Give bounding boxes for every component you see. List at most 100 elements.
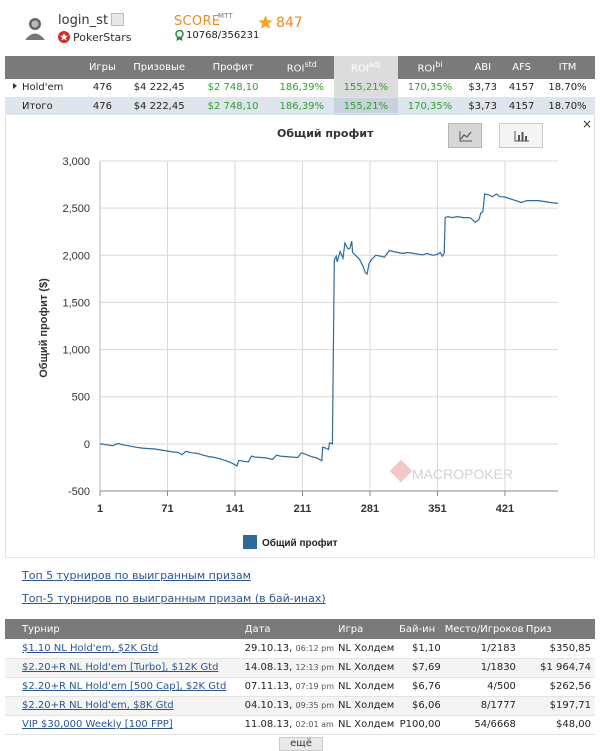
tournament-place: 8/1777 [444,696,526,716]
stats-itm: 18.70% [539,79,595,98]
stats-roi-bi: 170,35% [397,97,463,115]
tournament-buyin: $1,10 [398,639,445,659]
x-tick-label: 351 [428,503,446,515]
tournament-date: 11.08.13, 02:01 am [244,715,339,735]
chart-panel [5,113,595,558]
line-chart-button[interactable] [448,123,482,148]
stats-abi: $3,73 [462,79,504,98]
tournaments-header-row: Турнир Дата Игра Бай-ин Место/Игроков Пр… [5,619,595,639]
tournament-place: 54/6668 [444,715,526,735]
stats-game[interactable]: Hold'em [5,79,83,98]
stats-col-game [5,56,83,79]
stats-col-prizes[interactable]: Призовые [121,56,197,79]
stats-prizes: $4 222,45 [121,79,197,98]
tournament-game: NL Холдем [338,677,399,697]
x-tick-label: 421 [496,503,514,515]
show-more-button[interactable]: ещё [279,737,323,751]
table-row[interactable]: $1.10 NL Hold'em, $2K Gtd 29.10.13, 06:12… [5,639,595,659]
col-tournament[interactable]: Турнир [5,619,245,639]
stats-header-row: Игры Призовые Профит ROIstd ROIadj ROIbi… [5,56,595,79]
stats-roi-bi: 170,35% [397,79,463,98]
bar-chart-icon [514,131,529,142]
col-buyin[interactable]: Бай-ин [398,619,445,639]
y-tick-label: 1,000 [62,345,90,357]
col-prize[interactable]: Приз [525,619,595,639]
tournament-link[interactable]: $1.10 NL Hold'em, $2K Gtd [5,639,245,659]
pokerstars-logo-icon [58,31,70,43]
tournament-date: 07.11.13, 07:19 pm [244,677,339,697]
stats-afs: 4157 [503,79,540,98]
close-icon[interactable]: × [582,117,593,131]
tournament-game: NL Холдем [338,696,399,716]
watermark-logo-icon [389,459,413,483]
tournament-date: 29.10.13, 06:12 pm [244,639,339,659]
tournament-game: NL Холдем [338,715,399,735]
y-tick-label: 1,500 [62,297,90,309]
tournament-link[interactable]: $2.20+R NL Hold'em [Turbo], $12K Gtd [5,658,245,678]
stats-table: Игры Призовые Профит ROIstd ROIadj ROIbi… [5,56,595,115]
tournament-prize: $197,71 [525,696,595,716]
stats-games: 476 [83,97,122,115]
stats-prizes: $4 222,45 [121,97,197,115]
tournament-buyin: $6,06 [398,696,445,716]
rank-medal-icon [175,30,184,41]
stats-row[interactable]: Hold'em 476 $4 222,45 $2 748,10 186,39% … [5,79,595,98]
expand-icon[interactable] [13,83,17,90]
stats-total-label: Итого [5,97,83,115]
x-tick-label: 281 [361,503,379,515]
line-chart-icon [459,131,472,142]
tournament-link[interactable]: $2.20+R NL Hold'em [500 Cap], $2K Gtd [5,677,245,697]
tournaments-table: Турнир Дата Игра Бай-ин Место/Игроков Пр… [5,619,595,735]
tournament-link[interactable]: VIP $30,000 Weekly [100 FPP] [5,715,245,735]
tournament-buyin: $7,69 [398,658,445,678]
stats-col-abi[interactable]: ABI [462,56,504,79]
table-row[interactable]: $2.20+R NL Hold'em [Turbo], $12K Gtd 14.0… [5,658,595,678]
stats-col-afs[interactable]: AFS [503,56,540,79]
tournament-prize: $262,56 [525,677,595,697]
top5-prizes-link[interactable]: Топ 5 турниров по выигранным призам [22,569,251,582]
table-row[interactable]: VIP $30,000 Weekly [100 FPP] 11.08.13, 02… [5,715,595,735]
stats-roi-std: 186,39% [269,97,334,115]
tournament-place: 1/2183 [444,639,526,659]
legend-swatch [243,535,257,549]
stats-roi-std: 186,39% [269,79,334,98]
tournament-game: NL Холдем [338,658,399,678]
avatar-icon [25,18,45,40]
y-tick-label: 0 [84,439,90,451]
stats-col-profit[interactable]: Профит [196,56,270,79]
col-place[interactable]: Место/Игроков [444,619,526,639]
tournament-place: 1/1830 [444,658,526,678]
y-axis-label: Общий профит ($) [38,278,50,378]
tournament-buyin: P100,00 [398,715,445,735]
stats-games: 476 [83,79,122,98]
stats-col-itm[interactable]: ITM [539,56,595,79]
table-row[interactable]: $2.20+R NL Hold'em [500 Cap], $2K Gtd 07.… [5,677,595,697]
col-date[interactable]: Дата [244,619,339,639]
rank-value: 10768/356231 [186,30,260,41]
poker-room: PokerStars [73,31,132,44]
table-row[interactable]: $2.20+R NL Hold'em, $8K Gtd 04.10.13, 09:… [5,696,595,716]
stats-profit: $2 748,10 [196,79,270,98]
tournament-game: NL Холдем [338,639,399,659]
stats-roi-adj: 155,21% [333,79,398,98]
bar-chart-button[interactable] [499,123,543,148]
stats-roi-adj: 155,21% [333,97,398,115]
stats-col-roi-std[interactable]: ROIstd [269,56,334,79]
col-game[interactable]: Игра [338,619,399,639]
y-tick-label: 500 [72,392,90,404]
tournament-date: 14.08.13, 12:13 pm [244,658,339,678]
stats-itm: 18.70% [539,97,595,115]
username[interactable]: login_st [58,13,109,28]
stats-col-roi-bi[interactable]: ROIbi [397,56,463,79]
stats-col-roi-adj[interactable]: ROIadj [333,56,398,79]
star-icon [258,15,273,29]
tournament-date: 04.10.13, 09:35 pm [244,696,339,716]
tournament-link[interactable]: $2.20+R NL Hold'em, $8K Gtd [5,696,245,716]
top5-buyins-link[interactable]: Топ-5 турниров по выигранным призам (в б… [22,592,326,605]
profile-card-icon[interactable] [111,13,124,26]
stats-col-games[interactable]: Игры [83,56,122,79]
y-tick-label: -500 [68,486,90,498]
stats-total-row: Итого 476 $4 222,45 $2 748,10 186,39% 15… [5,97,595,115]
x-tick-label: 141 [226,503,244,515]
stats-profit: $2 748,10 [196,97,270,115]
